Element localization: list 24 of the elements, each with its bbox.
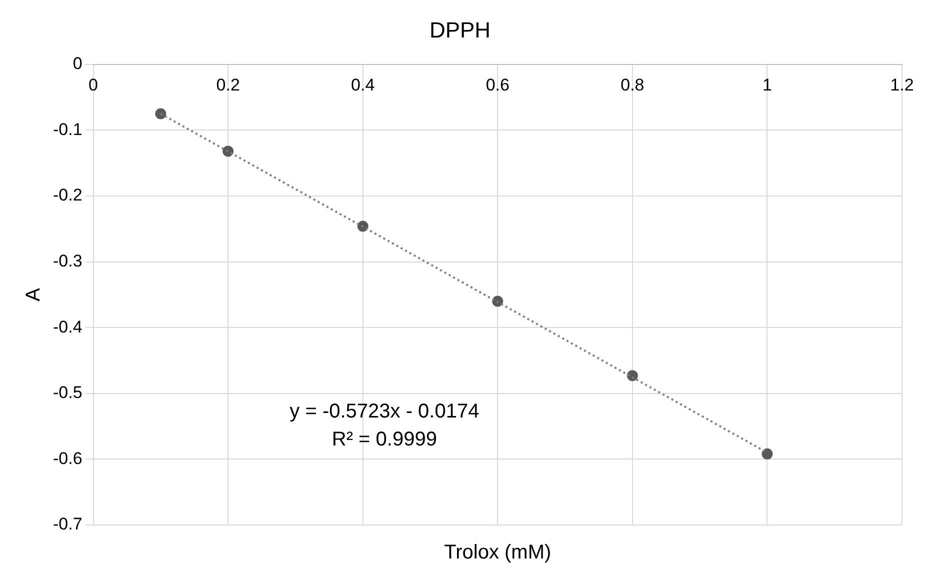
point: [357, 220, 368, 232]
y-tick-label: -0.2: [52, 186, 82, 205]
point: [492, 296, 504, 307]
x-tick-label: 0.4: [351, 75, 375, 94]
y-tick-label: 0: [72, 54, 82, 74]
x-tick-label: 1: [762, 75, 772, 94]
annotation: y = -0.5723x - 0.0174: [290, 400, 480, 423]
point: [155, 108, 166, 120]
x-tick-label: 0.2: [216, 75, 240, 94]
y-tick-label: -0.1: [52, 120, 82, 139]
x-tick-label: 0.6: [486, 75, 510, 94]
annotation: R² = 0.9999: [332, 428, 437, 451]
y-tick-label: -0.3: [52, 251, 82, 270]
x-tick-label: 0: [88, 75, 98, 94]
x-tick-label: 1.2: [890, 75, 914, 94]
y-axis-title: A: [22, 287, 45, 302]
y-tick-label: -0.6: [52, 448, 82, 468]
x-tick-label: 0.8: [620, 75, 644, 94]
chart-title: DPPH: [429, 17, 491, 42]
y-tick-label: -0.7: [52, 514, 82, 534]
y-tick-label: -0.5: [52, 383, 82, 402]
y-tick-label: -0.4: [52, 317, 82, 336]
point: [762, 448, 773, 460]
x-axis-title: Trolox (mM): [444, 542, 552, 564]
